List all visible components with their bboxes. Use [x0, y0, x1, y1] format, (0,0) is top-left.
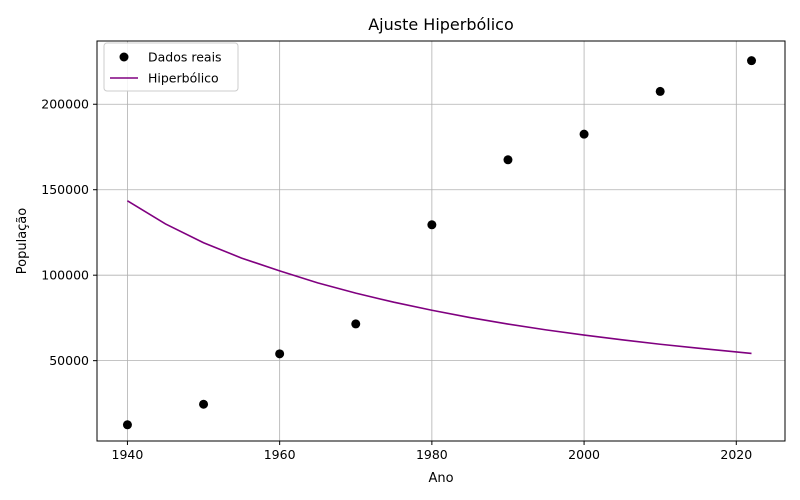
y-axis-label: População — [15, 208, 30, 275]
y-tick-label: 50000 — [49, 353, 89, 368]
legend-label: Dados reais — [148, 50, 222, 65]
data-point — [275, 349, 285, 359]
legend-scatter-marker — [119, 52, 129, 62]
x-tick-label: 1960 — [264, 447, 296, 462]
chart-title: Ajuste Hiperbólico — [368, 15, 514, 34]
data-point — [122, 420, 132, 430]
x-axis-label: Ano — [428, 471, 453, 486]
x-tick-label: 2000 — [568, 447, 600, 462]
legend-label: Hiperbólico — [148, 71, 219, 86]
y-tick-label: 200000 — [41, 97, 89, 112]
y-tick-label: 100000 — [41, 268, 89, 283]
x-tick-label: 1980 — [416, 447, 448, 462]
axes-layer: 1940 1960 1980 2000 2020 50000 100000 150000 200… — [41, 40, 786, 462]
data-point — [655, 86, 665, 96]
legend: Dados reais Hiperbólico — [103, 42, 239, 92]
legend-box — [103, 42, 239, 92]
data-point — [427, 220, 437, 230]
data-point — [747, 56, 757, 66]
y-tick-label: 150000 — [41, 182, 89, 197]
data-point — [503, 155, 513, 165]
x-tick-label: 1940 — [112, 447, 144, 462]
data-point — [199, 399, 209, 409]
data-point — [579, 129, 589, 139]
plot-layer — [122, 56, 757, 430]
grid-layer — [97, 41, 785, 441]
data-point — [351, 319, 361, 329]
plot-frame — [96, 40, 786, 442]
x-tick-label: 2020 — [720, 447, 752, 462]
hyperbolic-fit-line — [127, 200, 752, 355]
